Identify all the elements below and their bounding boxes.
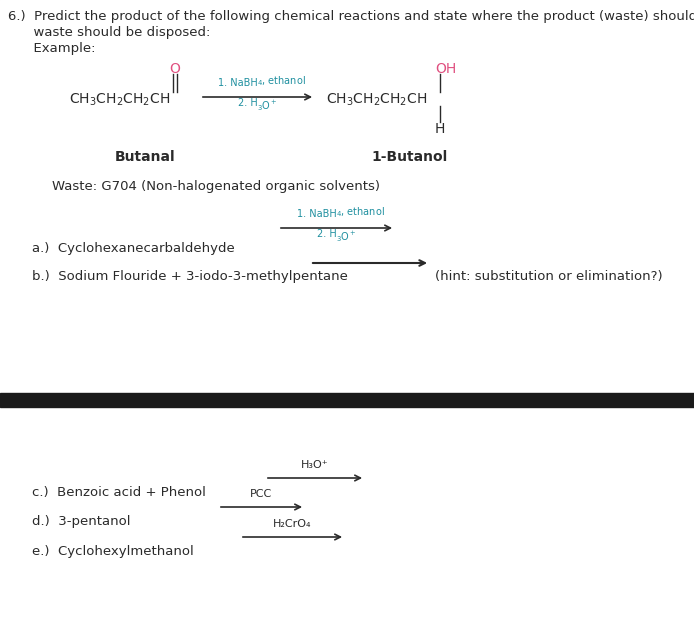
Text: e.)  Cyclohexylmethanol: e.) Cyclohexylmethanol	[32, 545, 194, 558]
Text: PCC: PCC	[251, 489, 273, 499]
Text: OH: OH	[435, 62, 456, 76]
Text: waste should be disposed:: waste should be disposed:	[8, 26, 210, 39]
Text: $_3$O$^+$: $_3$O$^+$	[337, 229, 357, 244]
Text: Example:: Example:	[8, 42, 96, 55]
Text: (hint: substitution or elimination?): (hint: substitution or elimination?)	[435, 270, 663, 283]
Text: H: H	[435, 122, 445, 136]
Text: 1-Butanol: 1-Butanol	[372, 150, 448, 164]
Bar	[0, 393, 694, 407]
Text: CH$_3$CH$_2$CH$_2$CH: CH$_3$CH$_2$CH$_2$CH	[69, 92, 170, 109]
Text: H₂CrO₄: H₂CrO₄	[273, 519, 312, 529]
Text: Butanal: Butanal	[115, 150, 176, 164]
Text: $_4$, ethanol: $_4$, ethanol	[337, 205, 385, 219]
Text: H₃O⁺: H₃O⁺	[301, 460, 329, 470]
Text: 1. NaBH: 1. NaBH	[218, 78, 257, 88]
Text: $_4$, ethanol: $_4$, ethanol	[257, 74, 306, 88]
Text: 1. NaBH: 1. NaBH	[297, 209, 337, 219]
Text: 6.)  Predict the product of the following chemical reactions and state where the: 6.) Predict the product of the following…	[8, 10, 694, 23]
Text: 2. H: 2. H	[238, 98, 257, 108]
Text: c.)  Benzoic acid + Phenol: c.) Benzoic acid + Phenol	[32, 486, 206, 499]
Text: 2. H: 2. H	[316, 229, 337, 239]
Text: $_3$O$^+$: $_3$O$^+$	[257, 98, 278, 113]
Text: b.)  Sodium Flouride + 3-iodo-3-methylpentane: b.) Sodium Flouride + 3-iodo-3-methylpen…	[32, 270, 348, 283]
Text: CH$_3$CH$_2$CH$_2$CH: CH$_3$CH$_2$CH$_2$CH	[325, 92, 427, 109]
Text: a.)  Cyclohexanecarbaldehyde: a.) Cyclohexanecarbaldehyde	[32, 242, 235, 255]
Text: O: O	[169, 62, 180, 76]
Bar	[0, 407, 694, 639]
Text: d.)  3-pentanol: d.) 3-pentanol	[32, 515, 130, 528]
Text: Waste: G704 (Non-halogenated organic solvents): Waste: G704 (Non-halogenated organic sol…	[52, 180, 380, 193]
Bar	[0, 0, 694, 393]
